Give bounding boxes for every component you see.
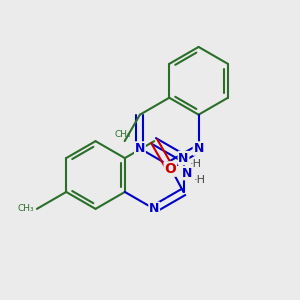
Text: CH₃: CH₃ (115, 130, 131, 139)
Text: ·H: ·H (194, 176, 206, 185)
Text: N: N (194, 142, 204, 155)
Text: N: N (182, 167, 192, 180)
Text: N: N (135, 142, 145, 155)
Text: N: N (178, 152, 189, 165)
Text: O: O (164, 162, 176, 176)
Text: ·H: ·H (190, 159, 202, 169)
Text: N: N (149, 202, 159, 215)
Text: CH₃: CH₃ (17, 204, 34, 213)
